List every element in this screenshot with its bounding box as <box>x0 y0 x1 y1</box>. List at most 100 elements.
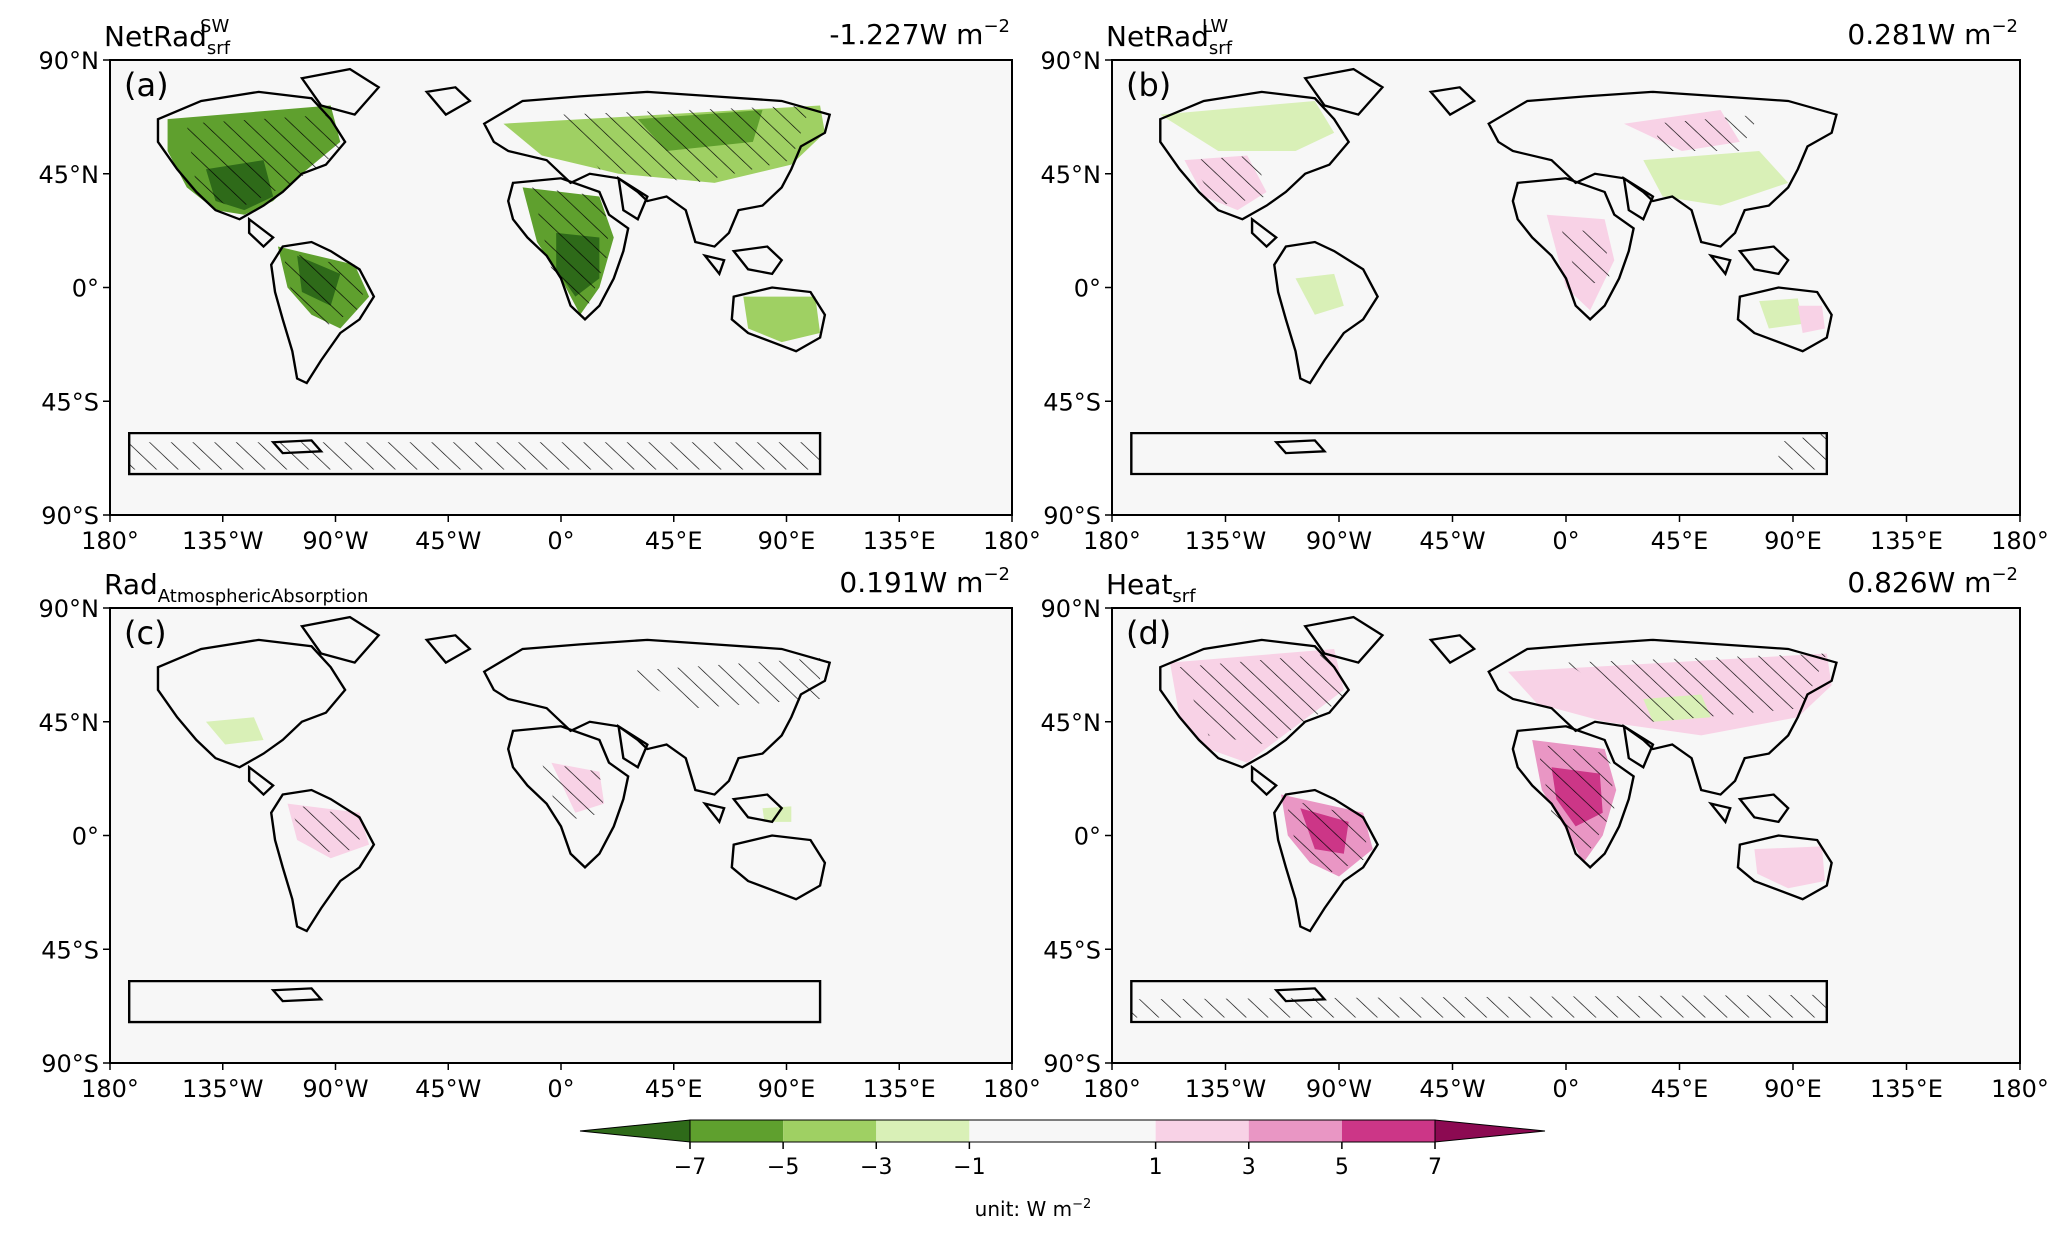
significance-hatching <box>532 187 609 315</box>
panel-title: RadAtmosphericAbsorption <box>104 568 368 607</box>
panel-mean-value: -1.227W m−2 <box>829 16 1010 51</box>
colorbar-segment <box>1248 1120 1342 1142</box>
lon-tick-label: 135°E <box>1870 1075 1943 1103</box>
lat-tick-label: 0° <box>1074 275 1101 303</box>
map-panel: (b) NetRadsrfLW 0.281W m−2 90°N 45°N 0° 45°S 90… <box>1041 16 2049 555</box>
anomaly-patch <box>1643 151 1789 206</box>
panel-title: NetRadsrfLW <box>1106 16 1233 59</box>
lat-tick-label: 0° <box>72 823 99 851</box>
lon-tick-label: 135°W <box>1185 1075 1267 1103</box>
lon-tick-label: 180° <box>983 1075 1041 1103</box>
significance-hatching <box>1537 744 1615 859</box>
lat-tick-label: 90°N <box>39 595 100 623</box>
lat-tick-label: 45°S <box>1043 388 1101 416</box>
colorbar-segment <box>1062 1120 1156 1142</box>
lon-tick-label: 135°E <box>1870 527 1943 555</box>
panel-title: Heatsrf <box>1106 568 1196 607</box>
map-panel: (a) NetRadsrfSW -1.227W m−2 90°N 45°N 0° 45°S 9… <box>39 16 1041 555</box>
panel-letter: (c) <box>124 614 167 652</box>
lon-tick-label: 90°W <box>1306 527 1372 555</box>
lon-tick-label: 90°E <box>758 527 816 555</box>
lat-tick-label: 90°N <box>39 47 100 75</box>
colorbar-extend-min <box>579 1119 691 1143</box>
significance-hatching <box>541 762 605 822</box>
lon-tick-label: 90°E <box>1764 527 1822 555</box>
map-panel: (d)Heatsrf 0.826W m−290°N45°N0°45°S90°S18… <box>1041 564 2049 1103</box>
lat-tick-label: 45°N <box>1041 161 1102 189</box>
lon-tick-label: 90°W <box>1306 1075 1372 1103</box>
lat-tick-label: 45°N <box>39 161 100 189</box>
lon-tick-label: 135°W <box>182 1075 264 1103</box>
colorbar-segment <box>690 1120 784 1142</box>
anomaly-patch <box>1797 305 1825 333</box>
lat-tick-label: 0° <box>1074 823 1101 851</box>
colorbar-tick-label: 7 <box>1428 1155 1442 1180</box>
colorbar-segment <box>783 1120 877 1142</box>
colorbar-segment <box>1155 1120 1249 1142</box>
significance-hatching <box>1561 228 1610 288</box>
lat-tick-label: 90°N <box>1041 47 1102 75</box>
colorbar-segment <box>876 1120 970 1142</box>
lon-tick-label: 45°E <box>645 527 703 555</box>
panel-letter: (b) <box>1126 66 1171 104</box>
lon-tick-label: 180° <box>81 1075 139 1103</box>
anomaly-patch <box>205 717 264 745</box>
lon-tick-label: 0° <box>1552 527 1579 555</box>
lon-tick-label: 45°E <box>645 1075 703 1103</box>
colorbar-tick-label: −7 <box>674 1155 706 1180</box>
lon-tick-label: 45°E <box>1651 1075 1709 1103</box>
significance-hatching <box>186 114 341 211</box>
lon-tick-label: 180° <box>1083 1075 1141 1103</box>
anomaly-patch <box>1754 846 1825 889</box>
colorbar-tick-label: 3 <box>1242 1155 1256 1180</box>
colorbar-tick-label: 5 <box>1335 1155 1349 1180</box>
map-panel: (c) RadAtmosphericAbsorption 0.191W m−2 90°… <box>39 564 1041 1103</box>
colorbar-unit-label: unit: W m−2 <box>975 1197 1092 1221</box>
lat-tick-label: 90°N <box>1041 595 1102 623</box>
lon-tick-label: 180° <box>1083 527 1141 555</box>
panel-letter: (a) <box>124 66 169 104</box>
lon-tick-label: 90°W <box>302 1075 368 1103</box>
anomaly-patch <box>1160 100 1335 151</box>
lon-tick-label: 135°W <box>1185 527 1267 555</box>
lon-tick-label: 180° <box>983 527 1041 555</box>
colorbar-segment <box>969 1120 1063 1142</box>
lat-tick-label: 45°N <box>39 709 100 737</box>
lon-tick-label: 0° <box>1552 1075 1579 1103</box>
lat-tick-label: 45°N <box>1041 709 1102 737</box>
lon-tick-label: 180° <box>1991 527 2049 555</box>
panel-mean-value: 0.191W m−2 <box>839 564 1010 599</box>
colorbar-tick-label: 1 <box>1149 1155 1163 1180</box>
lat-tick-label: 45°S <box>1043 936 1101 964</box>
lon-tick-label: 135°E <box>863 1075 936 1103</box>
lon-tick-label: 90°E <box>1764 1075 1822 1103</box>
lat-tick-label: 90°S <box>1043 502 1101 530</box>
panel-mean-value: 0.281W m−2 <box>1847 16 2018 51</box>
lon-tick-label: 135°W <box>182 527 264 555</box>
panel-title: NetRadsrfSW <box>104 16 231 59</box>
lat-tick-label: 90°S <box>41 1050 99 1078</box>
lat-tick-label: 45°S <box>41 936 99 964</box>
colorbar-tick-label: −5 <box>767 1155 799 1180</box>
significance-hatching <box>1179 653 1344 745</box>
significance-hatching <box>1189 155 1267 206</box>
anomaly-patch <box>1759 298 1803 329</box>
lon-tick-label: 135°E <box>863 527 936 555</box>
lat-tick-label: 90°S <box>1043 1050 1101 1078</box>
significance-hatching <box>282 251 365 329</box>
lon-tick-label: 45°W <box>1419 1075 1485 1103</box>
lat-tick-label: 45°S <box>41 388 99 416</box>
lat-tick-label: 90°S <box>41 502 99 530</box>
lon-tick-label: 45°W <box>415 1075 481 1103</box>
lon-tick-label: 90°E <box>758 1075 816 1103</box>
significance-hatching <box>1285 799 1368 877</box>
anomaly-patch <box>743 296 821 343</box>
colorbar: −7 −5 −3 −1 1 3 5 7 <box>579 1119 1546 1180</box>
colorbar-tick-label: −1 <box>953 1155 985 1180</box>
significance-hatching <box>129 442 821 470</box>
lon-tick-label: 45°E <box>1651 527 1709 555</box>
anomaly-patch <box>1295 273 1344 315</box>
significance-hatching <box>287 803 360 854</box>
colorbar-tick-label: −3 <box>860 1155 892 1180</box>
